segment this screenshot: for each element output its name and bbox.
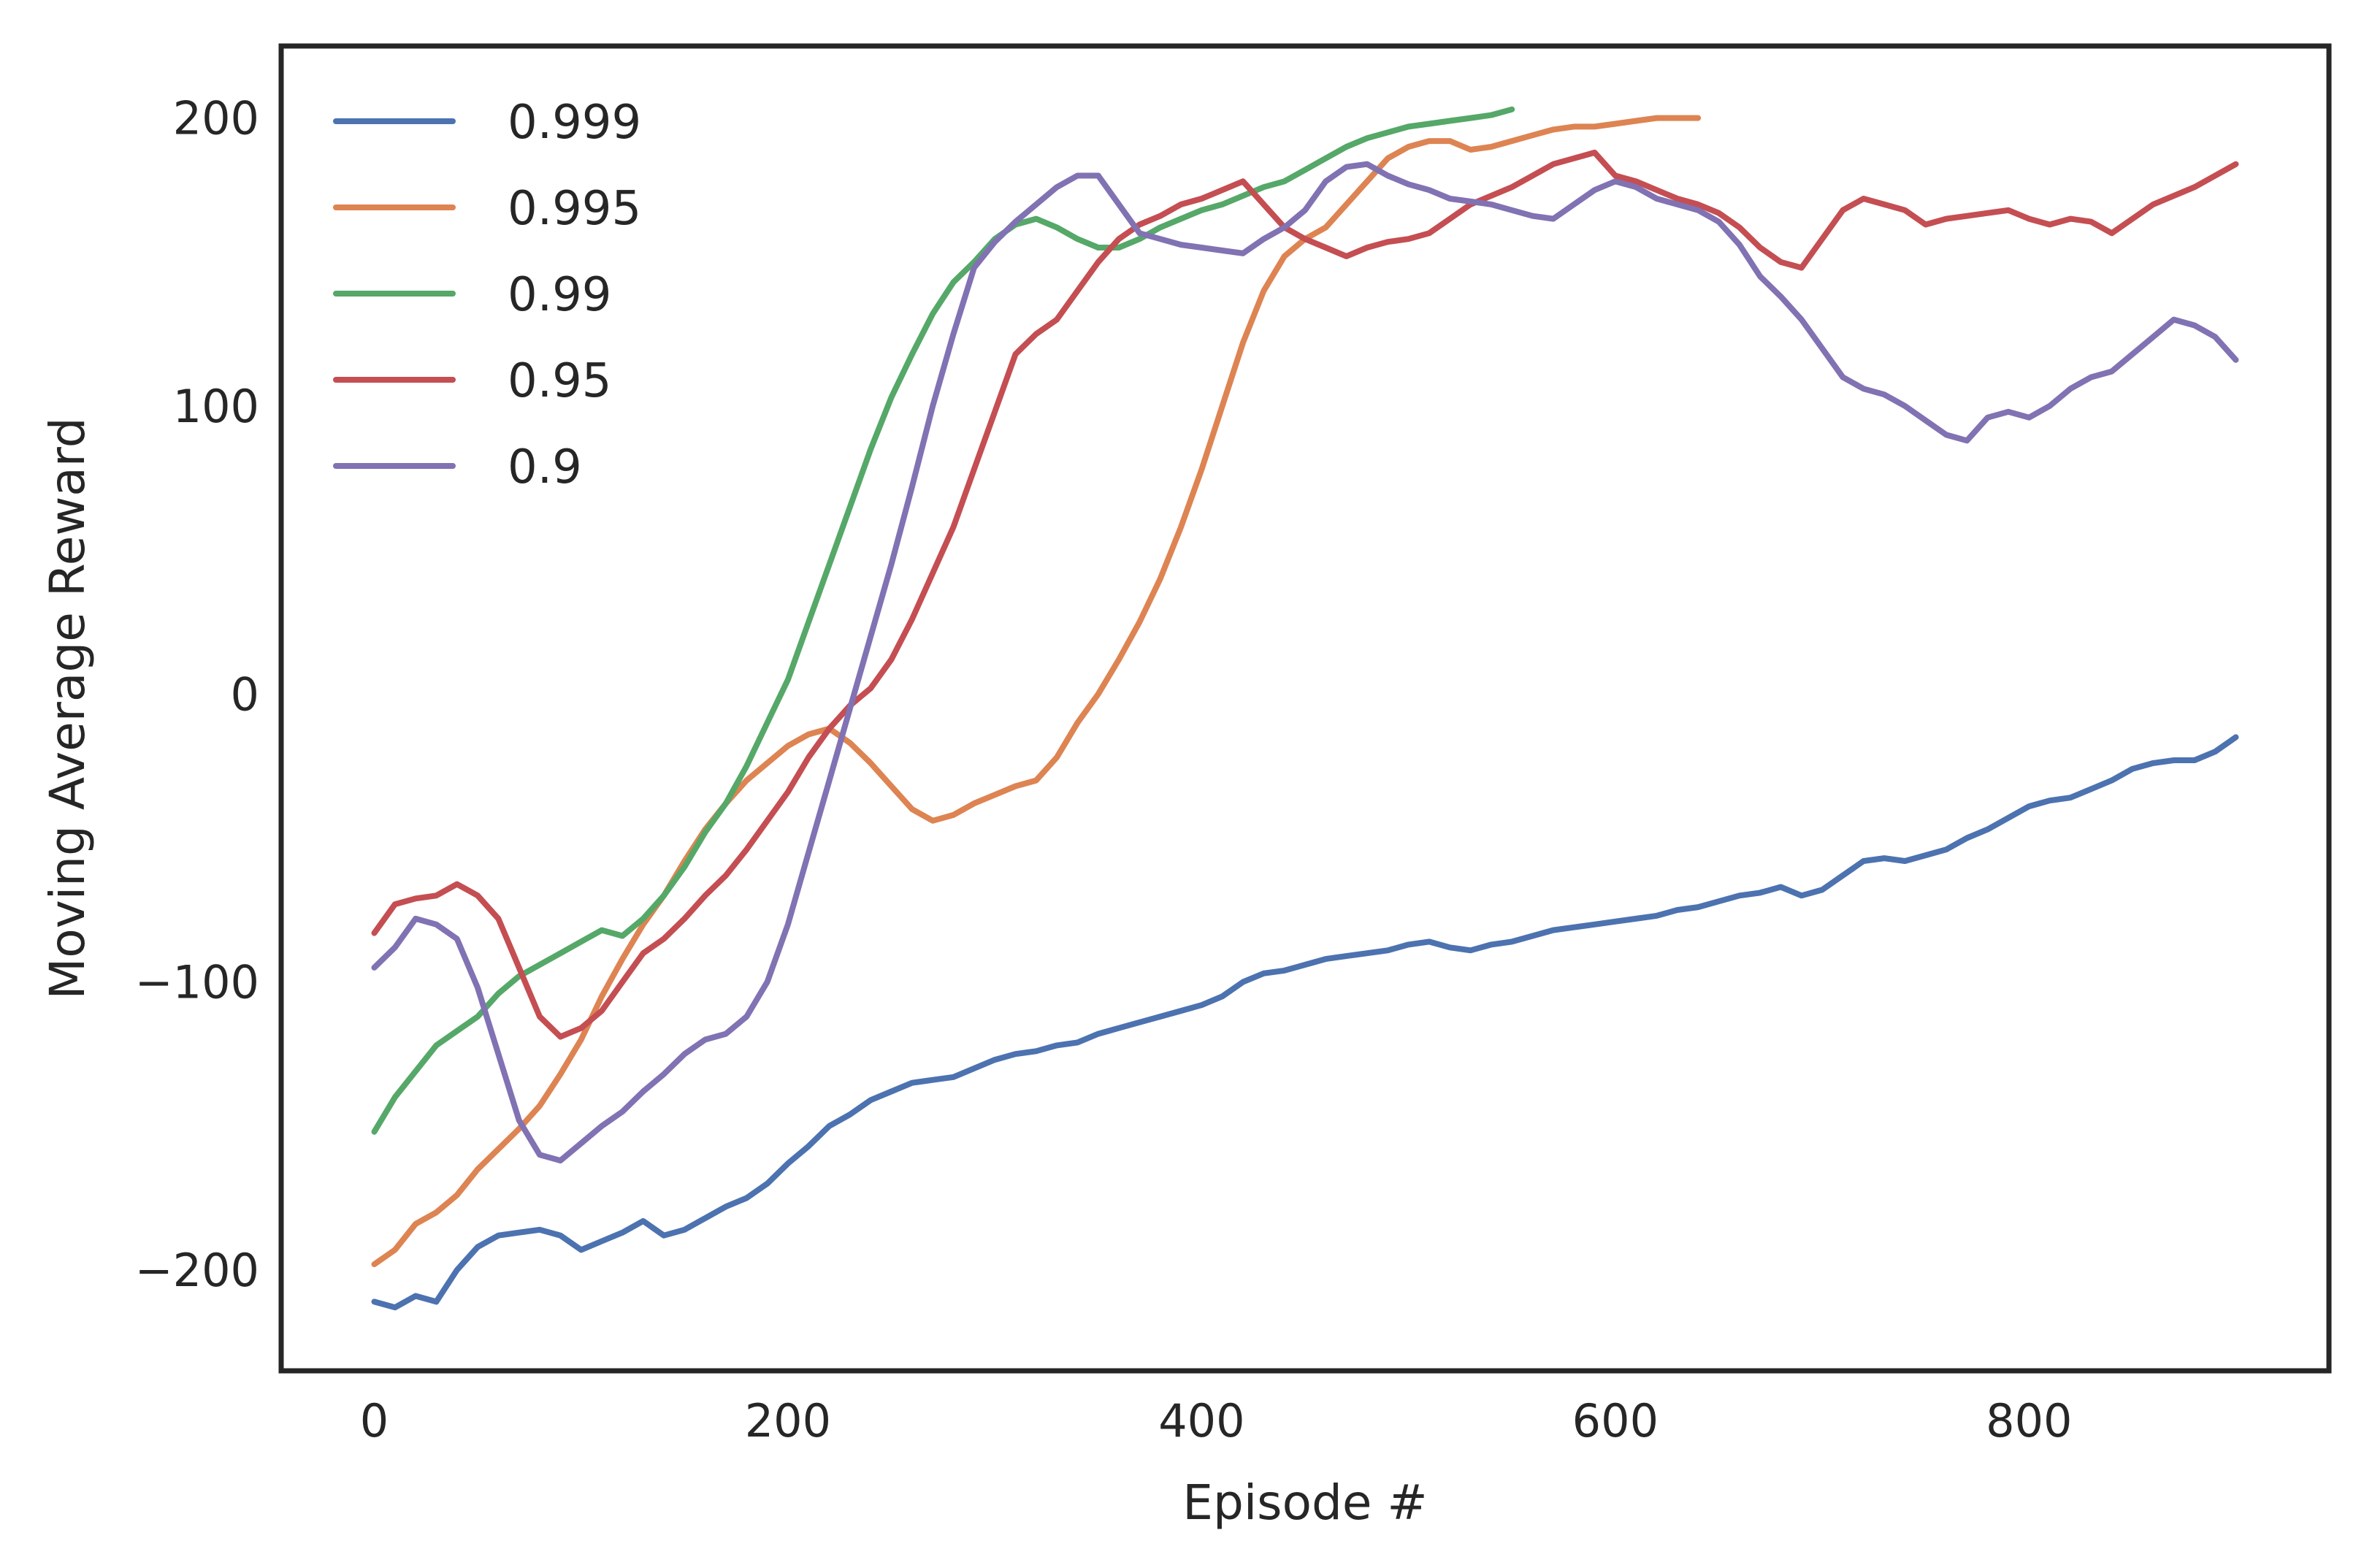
legend-label-0-99: 0.99 xyxy=(508,268,612,322)
series-layer xyxy=(371,106,2239,1311)
series-line-0-99 xyxy=(371,106,1515,1135)
legend: 0.999 0.995 0.99 0.95 0.9 xyxy=(333,96,641,494)
series-line-0-995 xyxy=(371,115,1702,1268)
y-tick-label: 100 xyxy=(173,380,259,433)
series-line-0-95 xyxy=(371,149,2239,1040)
legend-label-0-995: 0.995 xyxy=(508,182,641,236)
legend-label-0-95: 0.95 xyxy=(508,354,612,408)
y-tick-labels: −200 −100 0 100 200 xyxy=(135,92,259,1297)
x-axis-title: Episode # xyxy=(1182,1475,1427,1531)
plot-frame xyxy=(278,43,2332,1374)
y-axis-title: Moving Average Reward xyxy=(39,417,96,999)
y-tick-label: −100 xyxy=(135,956,259,1009)
x-tick-labels: 0 200 400 600 800 xyxy=(360,1394,2073,1447)
x-tick-label: 400 xyxy=(1158,1394,1244,1447)
legend-label-0-9: 0.9 xyxy=(508,440,582,494)
x-tick-label: 800 xyxy=(1986,1394,2072,1447)
x-tick-label: 600 xyxy=(1572,1394,1659,1447)
y-tick-label: 200 xyxy=(173,92,259,145)
x-tick-label: 0 xyxy=(360,1394,389,1447)
y-tick-label: 0 xyxy=(231,668,259,721)
series-line-0-999 xyxy=(371,734,2239,1311)
x-tick-label: 200 xyxy=(745,1394,831,1447)
series-line-0-9 xyxy=(371,161,2239,1164)
y-tick-label: −200 xyxy=(135,1244,259,1297)
legend-label-0-999: 0.999 xyxy=(508,96,641,150)
